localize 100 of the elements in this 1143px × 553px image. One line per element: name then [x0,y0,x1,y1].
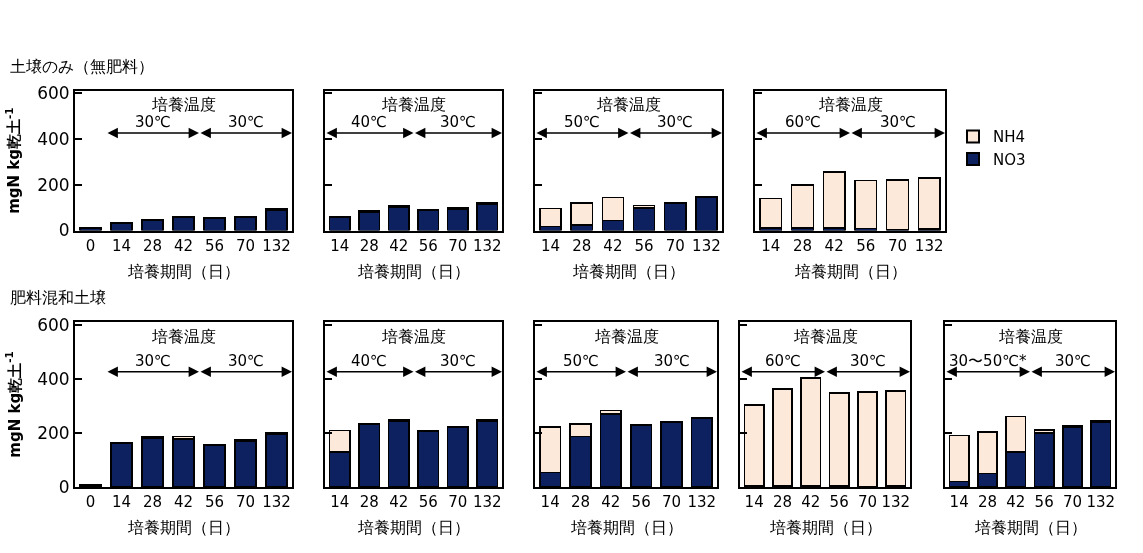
annotation: 30℃ [228,113,264,131]
x-tick-label: 14 [330,492,350,511]
x-tick-label: 70 [857,492,878,511]
y-tick-label: 200 [37,422,70,443]
y-tick-label: 200 [37,174,70,195]
x-tick-label: 28 [142,492,163,511]
x-tick-label: 42 [603,236,623,255]
x-tick-label: 42 [173,236,194,255]
annotation: 培養温度 [381,327,446,346]
x-tick-label: 42 [601,492,621,511]
annotation: 30℃ [440,352,476,370]
annotation: 40℃ [351,352,387,370]
x-axis-title: 培養期間（日） [570,518,683,537]
annotation: 40℃ [351,113,387,131]
annotation: 30℃ [440,113,476,131]
y-tick-label: 600 [37,83,70,104]
annotation: 60℃ [765,352,801,370]
x-tick-label: 0 [85,492,96,511]
x-tick-label: 42 [173,492,194,511]
x-tick-label: 0 [85,236,96,255]
x-tick-label: 14 [540,492,560,511]
x-tick-label: 14 [111,492,132,511]
x-tick-label: 14 [330,236,350,255]
x-tick-label: 132 [472,236,502,255]
x-tick-label: 132 [472,492,502,511]
annotation: 30℃ [1055,352,1091,370]
x-tick-label: 132 [1086,492,1116,511]
y-tick-label: 400 [37,368,70,389]
annotation: 50℃ [564,113,600,131]
y-tick-label: 600 [37,315,70,336]
x-tick-label: 56 [631,492,651,511]
x-tick-label: 56 [204,492,225,511]
x-axis-title: 培養期間（日） [127,518,240,537]
x-tick-label: 28 [570,492,591,511]
annotation: 培養温度 [596,95,661,114]
x-axis-title: 培養期間（日） [357,262,470,281]
annotation: 30〜50℃* [949,352,1028,370]
x-tick-label: 42 [389,236,409,255]
legend-label: NH4 [993,128,1026,147]
annotation: 30℃ [654,352,690,370]
x-tick-label: 42 [824,236,844,255]
x-tick-label: 70 [887,236,908,255]
annotation: 30℃ [228,352,264,370]
x-tick-label: 56 [418,492,438,511]
annotation: 培養温度 [594,327,659,346]
x-tick-label: 28 [359,492,379,511]
annotation: 30℃ [657,113,693,131]
chart-title: 土壌のみ（無肥料） [10,57,154,76]
x-axis-title: 培養期間（日） [127,262,240,281]
x-tick-label: 56 [829,492,849,511]
x-axis-title: 培養期間（日） [572,262,685,281]
x-tick-label: 14 [541,236,561,255]
x-tick-label: 70 [235,236,256,255]
annotation: 培養温度 [793,327,858,346]
x-tick-label: 42 [389,492,409,511]
chart-title: 肥料混和土壌 [10,288,106,307]
x-tick-label: 70 [448,236,468,255]
x-tick-label: 28 [359,236,379,255]
x-tick-label: 28 [977,492,998,511]
y-tick-label: 0 [58,476,70,497]
annotation: 培養温度 [381,95,446,114]
x-tick-label: 132 [692,236,721,255]
x-tick-label: 28 [772,492,793,511]
annotation: 培養温度 [151,327,216,346]
y-tick-label: 0 [58,220,70,241]
x-tick-label: 28 [792,236,813,255]
x-tick-label: 42 [1006,492,1026,511]
annotation: 30℃ [135,352,171,370]
x-tick-label: 70 [448,492,468,511]
x-tick-label: 14 [111,236,132,255]
x-tick-label: 70 [661,492,682,511]
x-tick-label: 14 [949,492,969,511]
y-tick-label: 400 [37,129,70,150]
annotation: 50℃ [563,352,599,370]
x-tick-label: 56 [418,236,438,255]
x-axis-title: 培養期間（日） [769,518,882,537]
x-tick-label: 56 [634,236,654,255]
x-tick-label: 28 [142,236,163,255]
x-tick-label: 70 [235,492,256,511]
x-tick-label: 56 [856,236,876,255]
x-tick-label: 56 [204,236,225,255]
annotation: 30℃ [850,352,886,370]
x-tick-label: 132 [262,236,291,255]
annotation: 培養温度 [818,95,883,114]
x-tick-label: 42 [801,492,821,511]
annotation: 30℃ [880,113,916,131]
x-tick-label: 28 [572,236,592,255]
x-tick-label: 70 [1062,492,1083,511]
x-tick-label: 70 [665,236,685,255]
x-axis-title: 培養期間（日） [794,262,907,281]
x-tick-label: 132 [914,236,944,255]
annotation: 60℃ [785,113,821,131]
legend-label: NO3 [993,150,1026,169]
x-tick-label: 132 [262,492,291,511]
x-tick-label: 14 [761,236,781,255]
x-tick-label: 132 [687,492,717,511]
x-tick-label: 56 [1034,492,1054,511]
x-axis-title: 培養期間（日） [974,518,1087,537]
x-tick-label: 132 [881,492,911,511]
annotation: 培養温度 [998,327,1063,346]
